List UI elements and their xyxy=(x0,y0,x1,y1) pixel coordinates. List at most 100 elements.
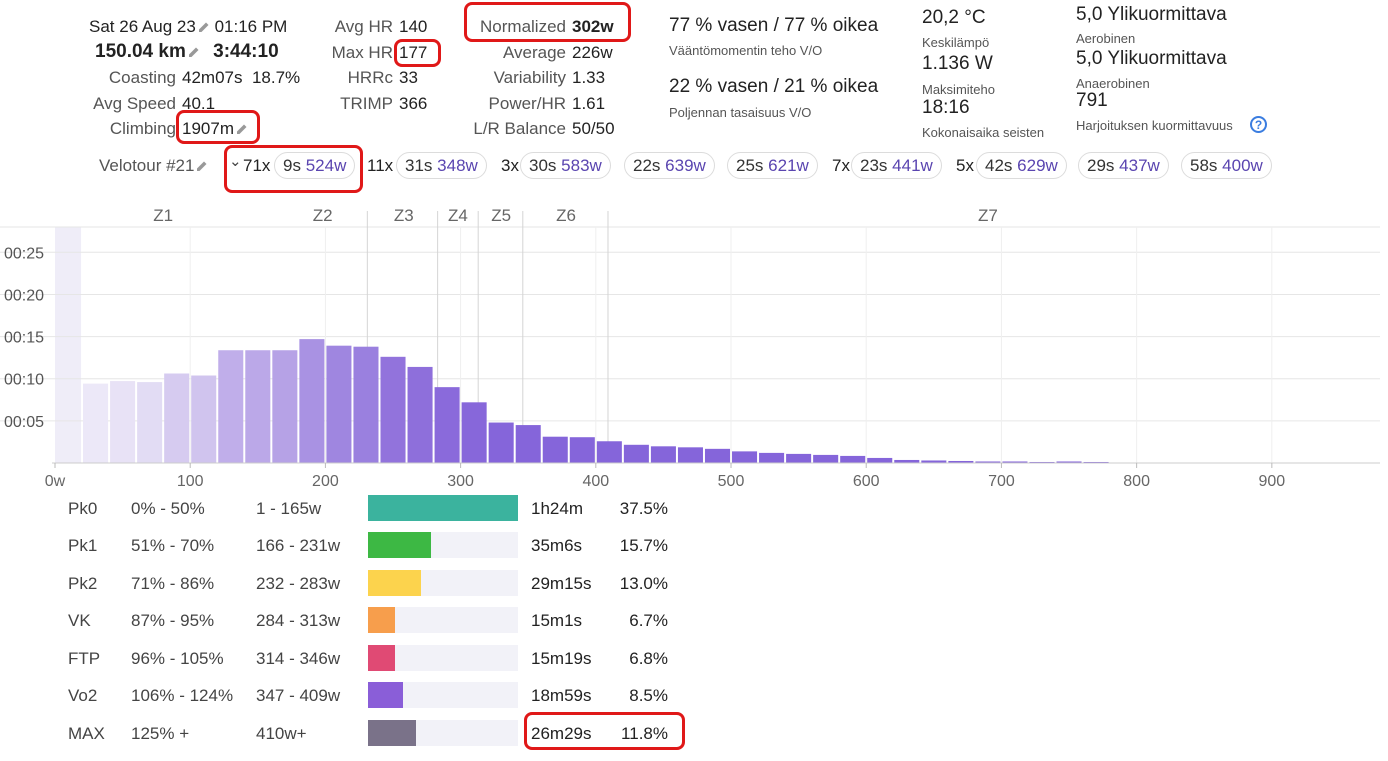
power-hr-label: Power/HR xyxy=(488,94,566,113)
interval-watts: 639w xyxy=(665,156,706,175)
edit-pencil-icon[interactable] xyxy=(198,21,210,33)
interval-duration: 9s xyxy=(283,156,301,175)
histogram-bar xyxy=(813,454,839,463)
x-tick-label: 800 xyxy=(1123,473,1150,490)
zone-bar-fill xyxy=(368,570,421,596)
zone-watt-range: 1 - 165w xyxy=(256,499,322,518)
climbing-field[interactable]: 1907m xyxy=(182,119,248,139)
chevron-down-icon[interactable]: ⌄ xyxy=(229,153,242,170)
zone-bar-track xyxy=(368,607,518,633)
highlight-max-zone xyxy=(524,712,685,750)
histogram-bar xyxy=(434,387,460,463)
interval-count-3x: 3x xyxy=(501,156,519,175)
lr-balance-value: 50/50 xyxy=(572,119,615,138)
zone-name: MAX xyxy=(68,724,105,743)
x-tick-label: 400 xyxy=(582,473,609,490)
histogram-bar xyxy=(164,373,190,463)
interval-pill[interactable]: 58s 400w xyxy=(1181,152,1272,179)
highlight-interval xyxy=(224,145,363,193)
histogram-bar xyxy=(623,444,649,463)
zone-bar-track xyxy=(368,645,518,671)
activity-date-time[interactable]: Sat 26 Aug 23 01:16 PM xyxy=(89,17,287,37)
hrrc-value: 33 xyxy=(399,68,418,87)
zone-percent-range: 51% - 70% xyxy=(131,536,215,555)
avg-temp-label: Keskilämpö xyxy=(922,35,990,50)
zone-watt-range: 347 - 409w xyxy=(256,686,341,705)
histogram-bar xyxy=(894,459,920,463)
zone-percent-range: 106% - 124% xyxy=(131,686,234,705)
interval-duration: 31s xyxy=(405,156,433,175)
zone-watt-range: 166 - 231w xyxy=(256,536,341,555)
histogram-bar xyxy=(191,375,217,463)
x-tick-label: 900 xyxy=(1258,473,1285,490)
histogram-bar xyxy=(110,381,136,463)
histogram-bar xyxy=(759,452,785,463)
zone-share: 15.7% xyxy=(619,536,668,555)
histogram-bar xyxy=(488,422,514,463)
edit-pencil-icon[interactable] xyxy=(196,160,208,172)
zone-label: Z5 xyxy=(491,206,511,225)
edit-pencil-icon[interactable] xyxy=(236,123,248,135)
edit-pencil-icon[interactable] xyxy=(188,46,200,58)
power-histogram-chart[interactable]: 00:05 00:10 00:15 00:20 00:25 Z1 Z2 Z3 Z4 Z5 Z6 Z7 0… xyxy=(0,195,1388,495)
interval-duration: 30s xyxy=(529,156,557,175)
pedal-smoothness-label: Poljennan tasaisuus V/O xyxy=(669,105,812,120)
zone-watt-range: 232 - 283w xyxy=(256,574,341,593)
zone-percent-range: 96% - 105% xyxy=(131,649,224,668)
histogram-bar xyxy=(461,402,487,463)
aerobic-value: 5,0 Ylikuormittava xyxy=(1076,48,1227,69)
zone-bar-fill xyxy=(368,495,518,521)
interval-pill[interactable]: 29s 437w xyxy=(1078,152,1169,179)
y-tick-label: 00:05 xyxy=(4,414,44,431)
interval-duration: 22s xyxy=(633,156,661,175)
x-tick-label: 200 xyxy=(312,473,339,490)
histogram-bar xyxy=(704,448,731,463)
trimp-label: TRIMP xyxy=(340,94,393,113)
zone-bar-fill xyxy=(368,720,416,746)
max-power-value: 1.136 W xyxy=(922,53,993,74)
interval-count-71x: 71x xyxy=(243,156,271,175)
zone-name: Pk0 xyxy=(68,499,98,518)
zone-share: 8.5% xyxy=(629,686,668,705)
zone-bar-fill xyxy=(368,682,403,708)
interval-pill[interactable]: 9s 524w xyxy=(274,152,356,179)
zone-percent-range: 71% - 86% xyxy=(131,574,215,593)
power-hr-value: 1.61 xyxy=(572,94,606,113)
histogram-bar xyxy=(326,345,352,463)
activity-date: Sat 26 Aug 23 xyxy=(89,17,196,36)
interval-duration: 29s xyxy=(1087,156,1115,175)
zone-time: 18m59s xyxy=(531,686,592,705)
interval-pill[interactable]: 42s 629w xyxy=(976,152,1067,179)
coasting-value: 42m07s 18.7% xyxy=(182,68,300,88)
zone-watt-range: 284 - 313w xyxy=(256,611,341,630)
y-tick-label: 00:20 xyxy=(4,287,44,304)
zone-time: 15m19s xyxy=(531,649,592,668)
help-circle-icon[interactable]: ? xyxy=(1250,116,1267,133)
interval-pill[interactable]: 23s 441w xyxy=(851,152,942,179)
aerobic-label: Aerobinen xyxy=(1076,31,1136,46)
interval-pill[interactable]: 30s 583w xyxy=(520,152,611,179)
avg-temp-value: 20,2 °C xyxy=(922,7,986,28)
normalized-power-value: 302w xyxy=(572,17,614,36)
interval-watts: 524w xyxy=(305,156,347,175)
zone-bar-track xyxy=(368,495,518,521)
interval-pill[interactable]: 25s 621w xyxy=(727,152,818,179)
average-power-value: 226w xyxy=(572,43,613,62)
interval-pill[interactable]: 22s 639w xyxy=(624,152,715,179)
pedal-smoothness-value: 22 % vasen / 21 % oikea xyxy=(669,76,879,97)
workout-name-field[interactable]: Velotour #21 xyxy=(99,156,208,176)
histogram-bar xyxy=(272,350,298,463)
zone-share: 13.0% xyxy=(619,574,668,593)
distance-duration[interactable]: 150.04 km 3:44:10 xyxy=(95,41,279,63)
interval-pill[interactable]: 31s 348w xyxy=(396,152,487,179)
histogram-bar xyxy=(732,451,758,463)
interval-watts: 400w xyxy=(1222,156,1263,175)
histogram-bar xyxy=(975,461,1001,463)
activity-time: 01:16 PM xyxy=(214,17,288,36)
max-hr-value: 177 xyxy=(399,43,428,62)
histogram-bar xyxy=(137,382,163,463)
histogram-bar xyxy=(218,350,244,463)
zone-time: 35m6s xyxy=(531,536,583,555)
avg-hr-value: 140 xyxy=(399,17,428,36)
highlight-max-hr xyxy=(394,39,441,67)
